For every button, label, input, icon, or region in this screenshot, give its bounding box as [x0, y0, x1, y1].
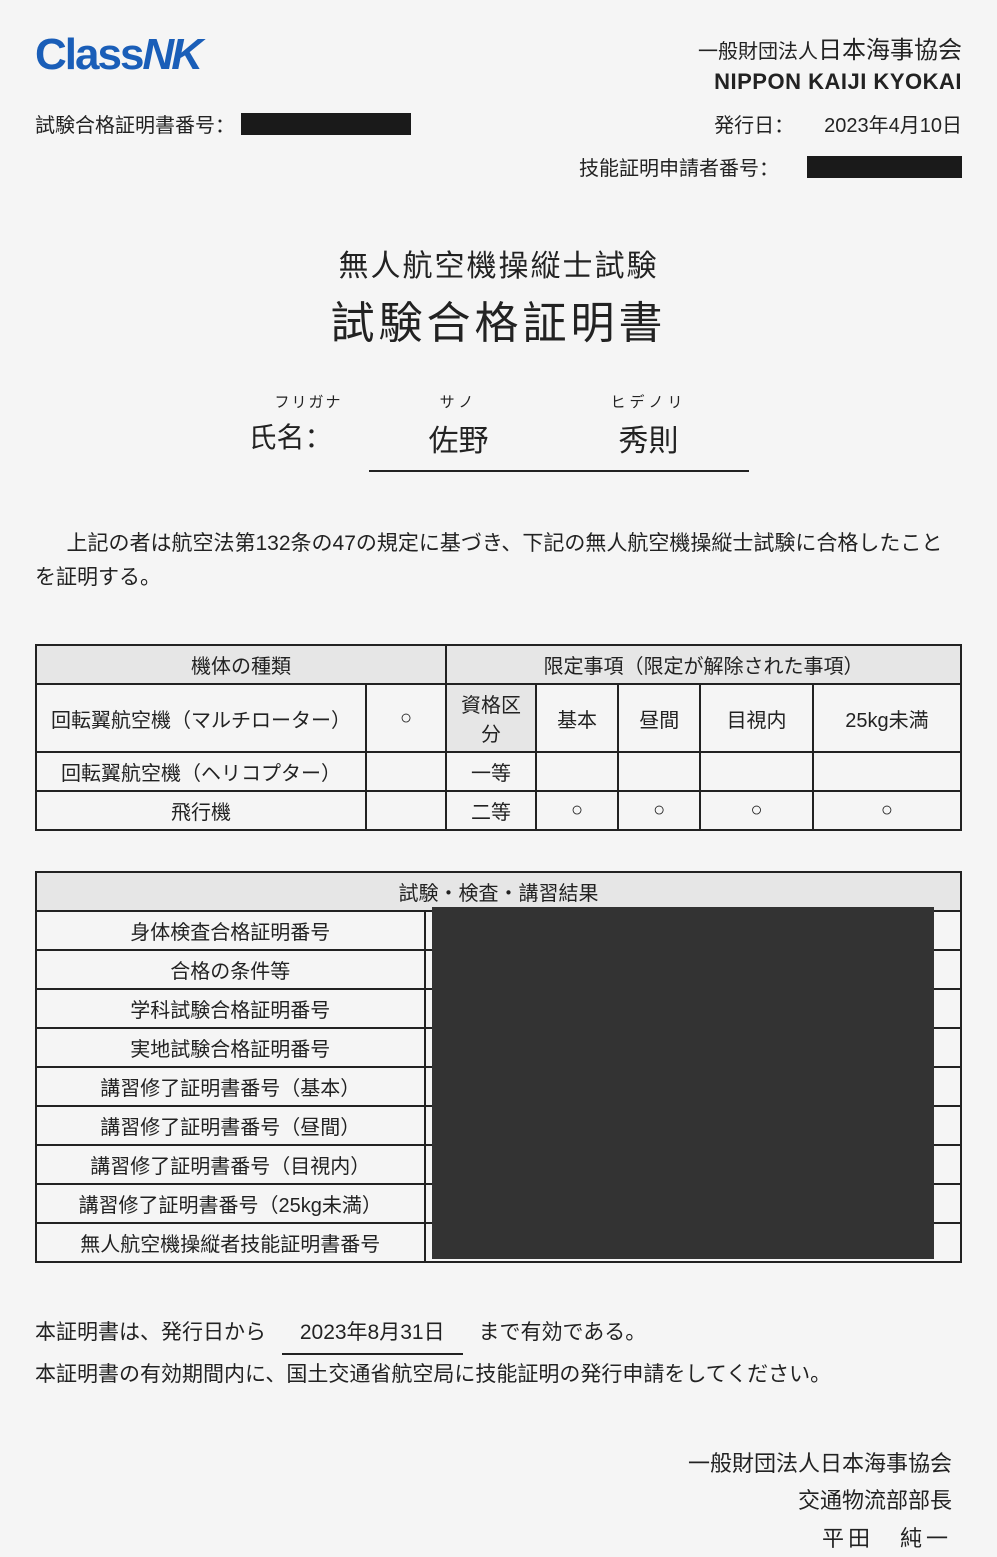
- main-title: 試験合格証明書: [35, 287, 962, 351]
- cert-number-label: 試験合格証明書番号：: [35, 109, 235, 138]
- table1-row2-grade: 二等: [446, 791, 536, 830]
- table1-col-daytime: 昼間: [618, 684, 700, 752]
- table1-row0-mark: ○: [366, 684, 446, 752]
- applicant-number-redacted: [807, 156, 962, 178]
- table1-kubun-label: 資格区分: [446, 684, 536, 752]
- name-block: フリガナ サノ ヒデノリ 氏名： 佐野 秀則: [35, 391, 962, 472]
- table1-row2-mark: [366, 791, 446, 830]
- table1-row1-mark: [366, 752, 446, 791]
- certification-text: 上記の者は航空法第132条の47の規定に基づき、下記の無人航空機操縦士試験に合格…: [35, 527, 962, 594]
- validity-prefix: 本証明書は、発行日から: [35, 1321, 266, 1344]
- table1-row0-type: 回転翼航空機（マルチローター）: [36, 684, 366, 752]
- table1-header-type: 機体の種類: [36, 645, 446, 684]
- furigana-label: フリガナ: [249, 391, 369, 412]
- table1-row2-check1: ○: [618, 791, 700, 830]
- org-jp-name: 日本海事協会: [818, 37, 962, 64]
- table1-row2-type: 飛行機: [36, 791, 366, 830]
- aircraft-type-table: 機体の種類 限定事項（限定が解除された事項） 回転翼航空機（マルチローター） ○…: [35, 644, 962, 831]
- table2-row3: 実地試験合格証明番号: [36, 1028, 425, 1067]
- issuer-org: 一般財団法人日本海事協会: [35, 1445, 952, 1482]
- cert-number-redacted: [241, 113, 411, 135]
- table1-row1-type: 回転翼航空機（ヘリコプター）: [36, 752, 366, 791]
- name-last: 佐野: [369, 416, 549, 460]
- table2-row1: 合格の条件等: [36, 950, 425, 989]
- validity-date: 2023年8月31日: [282, 1313, 463, 1355]
- organization-block: 一般財団法人日本海事協会 NIPPON KAIJI KYOKAI: [698, 30, 962, 95]
- issuer-block: 一般財団法人日本海事協会 交通物流部部長 平田 純一: [35, 1445, 962, 1557]
- logo: ClassNK: [35, 30, 200, 80]
- table2-row5: 講習修了証明書番号（昼間）: [36, 1106, 425, 1145]
- table1-col-visual: 目視内: [700, 684, 813, 752]
- issue-date-value: 2023年4月10日: [824, 109, 962, 138]
- table1-row2-check2: ○: [700, 791, 813, 830]
- table1-col-25kg: 25kg未満: [813, 684, 961, 752]
- org-jp-prefix: 一般財団法人: [698, 41, 818, 63]
- logo-text-nk: NK: [142, 30, 200, 79]
- table2-row8: 無人航空機操縦者技能証明書番号: [36, 1223, 425, 1262]
- table2-header: 試験・検査・講習結果: [36, 872, 961, 911]
- applicant-number-label: 技能証明申請者番号：: [579, 152, 779, 181]
- furigana-first: ヒデノリ: [549, 391, 749, 412]
- table1-row1-grade: 一等: [446, 752, 536, 791]
- table1-row2-check0: ○: [536, 791, 618, 830]
- results-redacted-block: [432, 907, 934, 1259]
- table2-row7: 講習修了証明書番号（25kg未満）: [36, 1184, 425, 1223]
- issuer-dept: 交通物流部部長: [35, 1482, 952, 1519]
- table1-cell: [618, 752, 700, 791]
- issuer-name: 平田 純一: [35, 1520, 952, 1557]
- logo-text-class: Class: [35, 30, 142, 79]
- table1-row2-check3: ○: [813, 791, 961, 830]
- table2-row4: 講習修了証明書番号（基本）: [36, 1067, 425, 1106]
- furigana-last: サノ: [369, 391, 549, 412]
- validity-suffix: まで有効である。: [478, 1321, 646, 1344]
- sub-title: 無人航空機操縦士試験: [35, 241, 962, 285]
- table1-cell: [700, 752, 813, 791]
- table1-cell: [813, 752, 961, 791]
- table2-row2: 学科試験合格証明番号: [36, 989, 425, 1028]
- title-block: 無人航空機操縦士試験 試験合格証明書: [35, 241, 962, 351]
- validity-block: 本証明書は、発行日から 2023年8月31日 まで有効である。 本証明書の有効期…: [35, 1313, 962, 1395]
- table2-row0: 身体検査合格証明番号: [36, 911, 425, 950]
- table1-header-limit: 限定事項（限定が解除された事項）: [446, 645, 961, 684]
- table1-cell: [536, 752, 618, 791]
- table2-row6: 講習修了証明書番号（目視内）: [36, 1145, 425, 1184]
- issue-date-label: 発行日：: [714, 109, 794, 138]
- org-en-name: NIPPON KAIJI KYOKAI: [698, 69, 962, 95]
- name-first: 秀則: [549, 416, 749, 460]
- validity-instruction: 本証明書の有効期間内に、国土交通省航空局に技能証明の発行申請をしてください。: [35, 1355, 962, 1395]
- table1-col-basic: 基本: [536, 684, 618, 752]
- name-label: 氏名：: [249, 416, 369, 460]
